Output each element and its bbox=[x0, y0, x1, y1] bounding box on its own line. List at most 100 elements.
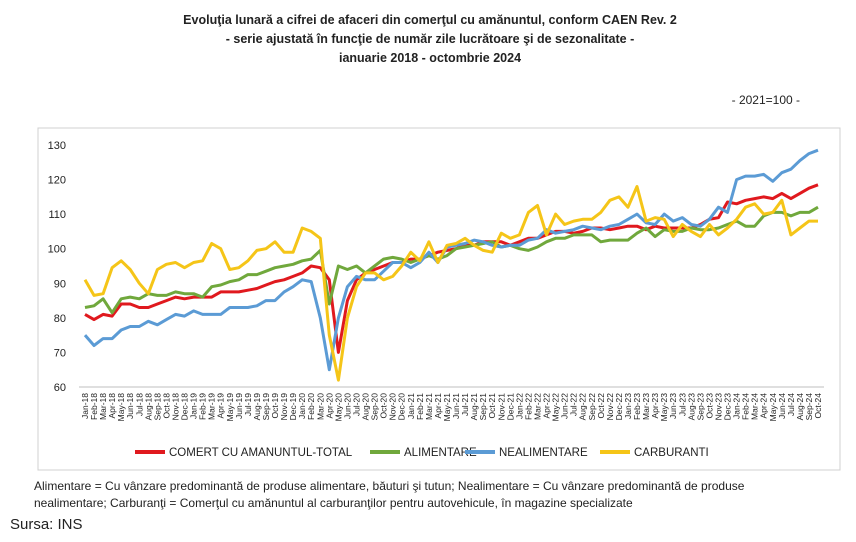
x-tick-label: Sep-24 bbox=[804, 393, 814, 421]
x-tick-label: Jan-18 bbox=[80, 393, 90, 419]
x-tick-label: Jun-20 bbox=[342, 393, 352, 419]
x-tick-label: Sep-21 bbox=[478, 393, 488, 421]
x-tick-label: Apr-21 bbox=[433, 393, 443, 419]
chart-subtitle: ianuarie 2018 - octombrie 2024 bbox=[339, 51, 521, 65]
x-tick-label: Oct-19 bbox=[270, 393, 280, 419]
x-tick-label: Mar-21 bbox=[424, 393, 434, 420]
x-tick-label: Nov-20 bbox=[388, 393, 398, 421]
x-tick-label: Nov-21 bbox=[496, 393, 506, 421]
x-tick-label: Oct-20 bbox=[379, 393, 389, 419]
x-tick-label: Jan-24 bbox=[732, 393, 742, 419]
y-tick-label: 60 bbox=[54, 382, 66, 394]
x-tick-label: Jun-23 bbox=[668, 393, 678, 419]
y-tick-label: 120 bbox=[48, 175, 66, 187]
x-tick-label: Jul-18 bbox=[134, 393, 144, 416]
x-tick-label: Jan-20 bbox=[297, 393, 307, 419]
x-tick-label: Jun-19 bbox=[234, 393, 244, 419]
x-tick-label: Feb-19 bbox=[198, 393, 208, 420]
y-tick-label: 110 bbox=[48, 209, 66, 221]
x-tick-label: May-22 bbox=[551, 393, 561, 422]
x-tick-label: Mar-22 bbox=[532, 393, 542, 420]
x-tick-label: Mar-18 bbox=[98, 393, 108, 420]
x-tick-label: Mar-24 bbox=[750, 393, 760, 420]
series-line bbox=[84, 205, 819, 315]
x-tick-label: Apr-23 bbox=[650, 393, 660, 419]
y-tick-label: 130 bbox=[48, 140, 66, 152]
legend-label: COMERT CU AMANUNTUL-TOTAL bbox=[169, 447, 353, 459]
x-tick-label: Aug-20 bbox=[361, 393, 371, 421]
x-tick-label: Oct-22 bbox=[596, 393, 606, 419]
x-tick-label: Dec-23 bbox=[723, 393, 733, 421]
x-tick-label: Oct-21 bbox=[487, 393, 497, 419]
x-tick-label: Nov-18 bbox=[170, 393, 180, 421]
x-tick-label: Oct-23 bbox=[704, 393, 714, 419]
y-tick-label: 90 bbox=[54, 278, 66, 290]
x-tick-label: Jan-23 bbox=[623, 393, 633, 419]
x-tick-label: May-21 bbox=[442, 393, 452, 422]
x-tick-label: Jun-22 bbox=[560, 393, 570, 419]
x-tick-label: Mar-23 bbox=[641, 393, 651, 420]
x-tick-label: Apr-18 bbox=[107, 393, 117, 419]
series-line bbox=[83, 185, 818, 382]
x-tick-label: Feb-21 bbox=[415, 393, 425, 420]
x-tick-label: Aug-19 bbox=[252, 393, 262, 421]
x-tick-label: Dec-22 bbox=[614, 393, 624, 421]
legend-label: CARBURANTI bbox=[634, 447, 709, 459]
x-tick-label: Feb-23 bbox=[632, 393, 642, 420]
series-line bbox=[83, 148, 819, 372]
legend-label: ALIMENTARE bbox=[404, 447, 477, 459]
x-tick-label: Jan-19 bbox=[189, 393, 199, 419]
x-tick-label: Jul-20 bbox=[351, 393, 361, 416]
x-tick-label: Aug-21 bbox=[469, 393, 479, 421]
x-tick-label: Feb-22 bbox=[523, 393, 533, 420]
x-tick-label: Apr-22 bbox=[542, 393, 552, 419]
footnote: Alimentare = Cu vânzare predominantă de … bbox=[34, 479, 745, 493]
legend-label: NEALIMENTARE bbox=[499, 447, 588, 459]
x-tick-label: Nov-19 bbox=[279, 393, 289, 421]
x-tick-label: May-19 bbox=[225, 393, 235, 422]
x-tick-label: Aug-24 bbox=[795, 393, 805, 421]
x-tick-label: Aug-22 bbox=[578, 393, 588, 421]
chart-subtitle: - serie ajustată în funcţie de număr zil… bbox=[226, 32, 634, 46]
x-tick-label: Sep-19 bbox=[261, 393, 271, 421]
x-tick-label: Dec-18 bbox=[180, 393, 190, 421]
x-tick-label: Sep-22 bbox=[587, 393, 597, 421]
x-tick-label: May-23 bbox=[659, 393, 669, 422]
x-tick-label: Oct-24 bbox=[813, 393, 823, 419]
x-tick-label: Apr-20 bbox=[324, 393, 334, 419]
x-tick-label: Feb-20 bbox=[306, 393, 316, 420]
y-tick-label: 80 bbox=[54, 313, 66, 325]
x-tick-label: Sep-20 bbox=[370, 393, 380, 421]
x-tick-label: Nov-22 bbox=[605, 393, 615, 421]
y-tick-label: 100 bbox=[48, 244, 66, 256]
x-tick-label: Jul-23 bbox=[677, 393, 687, 416]
x-tick-label: Aug-18 bbox=[143, 393, 153, 421]
x-tick-label: Oct-18 bbox=[161, 393, 171, 419]
units-note: - 2021=100 - bbox=[732, 93, 800, 107]
x-tick-label: May-18 bbox=[116, 393, 126, 422]
x-tick-label: Apr-19 bbox=[216, 393, 226, 419]
x-tick-label: Jun-24 bbox=[777, 393, 787, 419]
x-tick-label: Jan-21 bbox=[406, 393, 416, 419]
x-tick-label: Jul-24 bbox=[786, 393, 796, 416]
x-tick-label: Dec-21 bbox=[505, 393, 515, 421]
x-tick-label: Jul-22 bbox=[569, 393, 579, 416]
x-tick-label: Sep-18 bbox=[152, 393, 162, 421]
x-tick-label: Dec-20 bbox=[397, 393, 407, 421]
x-tick-label: Feb-24 bbox=[741, 393, 751, 420]
x-tick-label: Dec-19 bbox=[288, 393, 298, 421]
chart-frame bbox=[37, 127, 841, 471]
x-tick-label: Jan-22 bbox=[514, 393, 524, 419]
x-tick-label: Aug-23 bbox=[686, 393, 696, 421]
x-tick-label: Feb-18 bbox=[89, 393, 99, 420]
series-line bbox=[84, 183, 819, 354]
y-tick-label: 70 bbox=[54, 347, 66, 359]
footnote: nealimentare; Carburanţi = Comerţul cu a… bbox=[34, 496, 633, 510]
x-tick-label: Sep-23 bbox=[695, 393, 705, 421]
x-tick-label: Apr-24 bbox=[759, 393, 769, 419]
x-tick-label: Jun-21 bbox=[451, 393, 461, 419]
source: Sursa: INS bbox=[10, 516, 83, 533]
x-tick-label: Mar-19 bbox=[207, 393, 217, 420]
x-tick-label: Mar-20 bbox=[315, 393, 325, 420]
